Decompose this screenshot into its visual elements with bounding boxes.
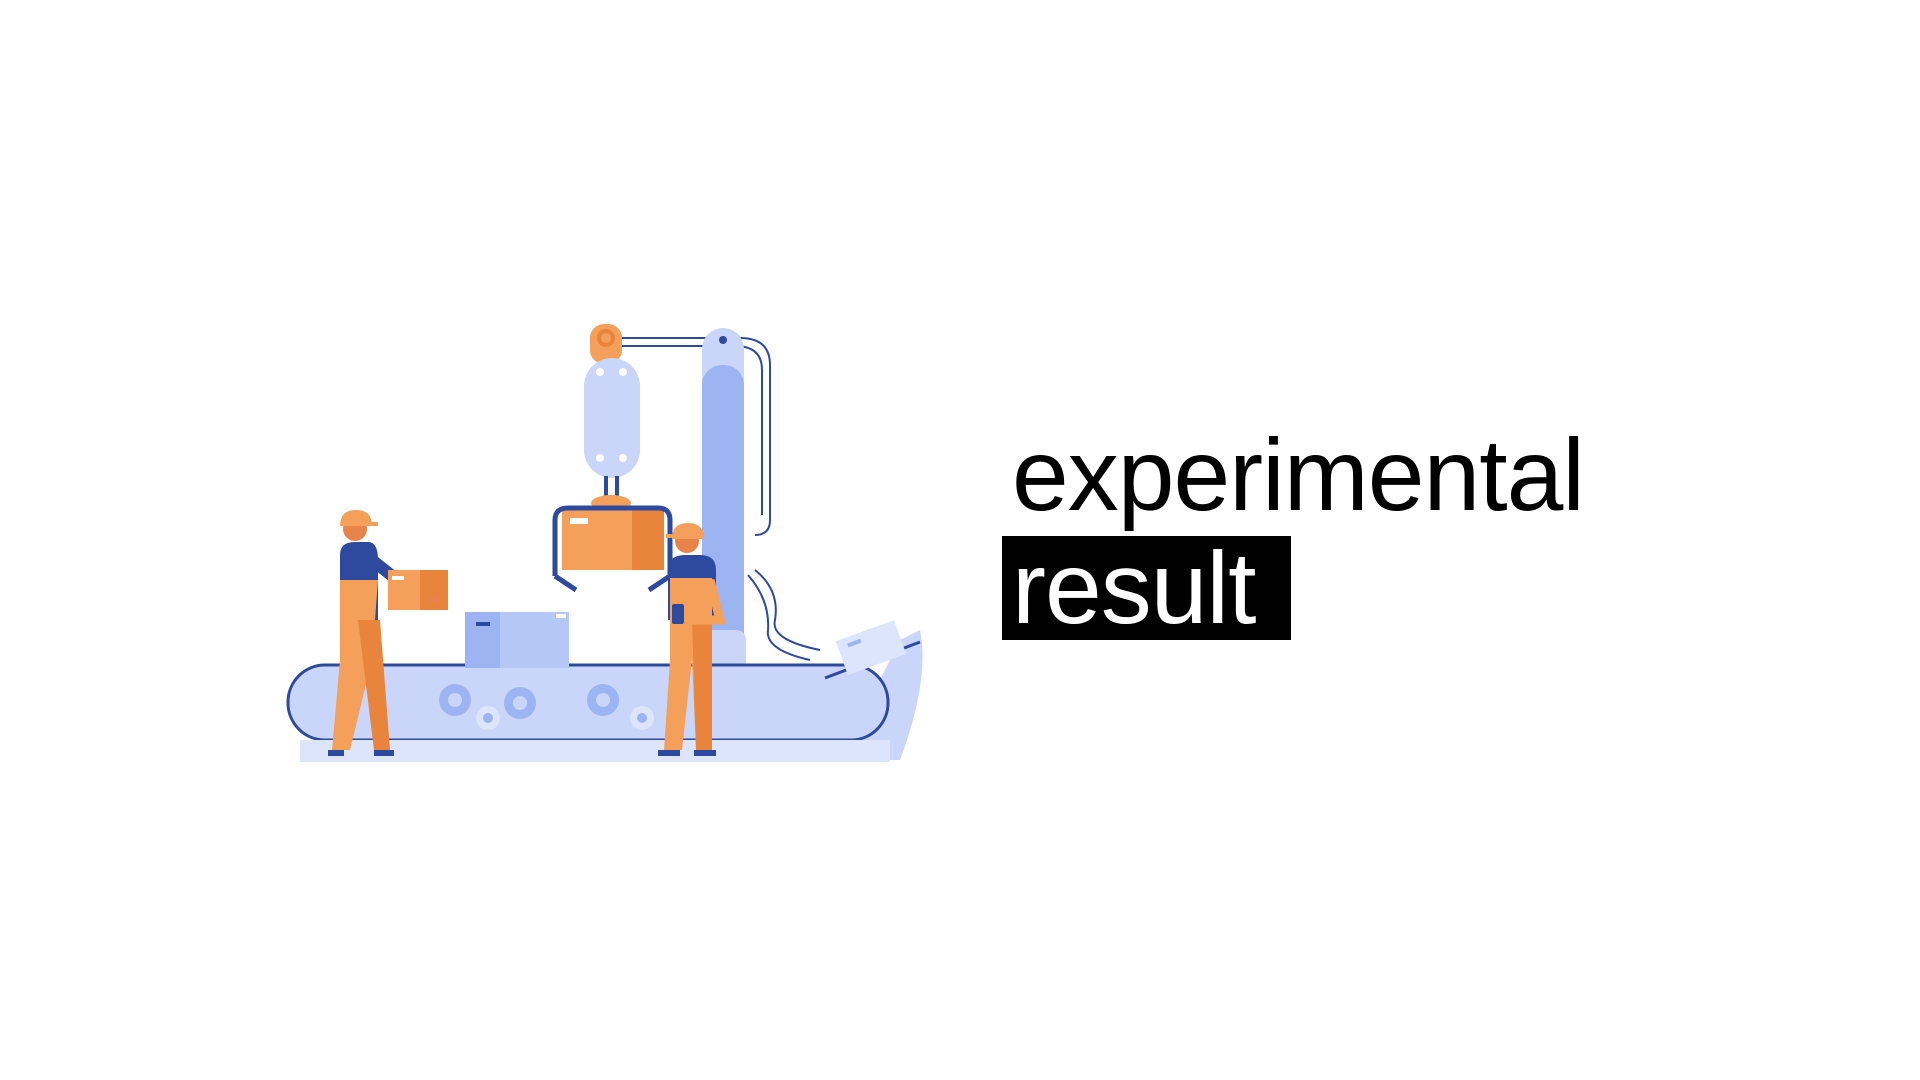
factory-conveyor-illustration bbox=[280, 320, 930, 770]
box-on-belt bbox=[465, 612, 569, 668]
slide-title: experimental result bbox=[1002, 418, 1585, 640]
gripper-with-box bbox=[552, 505, 673, 593]
robot-arm bbox=[584, 358, 640, 511]
robot-top-joint bbox=[590, 324, 622, 364]
worker-left bbox=[328, 510, 448, 756]
gear-icons bbox=[439, 684, 654, 730]
title-line-result-highlight: result bbox=[1002, 536, 1292, 640]
factory-illustration-svg bbox=[286, 324, 923, 762]
title-line-experimental: experimental bbox=[1012, 418, 1585, 532]
worker-right bbox=[658, 523, 726, 756]
